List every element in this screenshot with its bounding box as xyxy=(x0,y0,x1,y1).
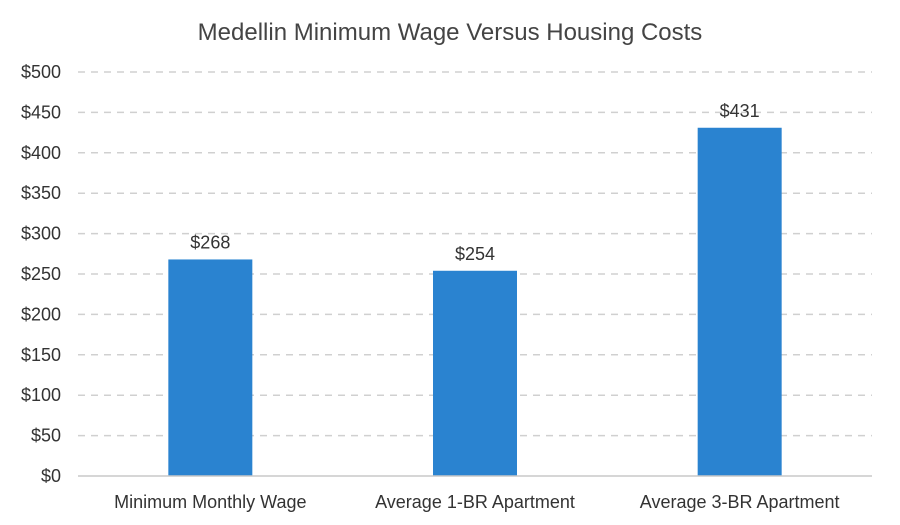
bars xyxy=(168,127,782,476)
y-tick-label: $100 xyxy=(21,385,61,405)
chart-title: Medellin Minimum Wage Versus Housing Cos… xyxy=(198,19,703,46)
y-axis-ticks: $0 $50 $100 $150 $200 $250 $300 $350 $400 $450 $50… xyxy=(21,62,61,486)
category-label: Average 3-BR Apartment xyxy=(640,492,840,512)
y-tick-label: $150 xyxy=(21,345,61,365)
y-tick-label: $300 xyxy=(21,224,61,244)
y-tick-label: $250 xyxy=(21,264,61,284)
data-label: $268 xyxy=(190,232,230,252)
y-tick-label: $350 xyxy=(21,183,61,203)
y-tick-label: $0 xyxy=(41,466,61,486)
y-tick-label: $50 xyxy=(31,426,61,446)
data-labels: $268 $254 $431 xyxy=(190,101,759,264)
y-tick-label: $450 xyxy=(21,102,61,122)
y-tick-label: $500 xyxy=(21,62,61,82)
bar xyxy=(168,259,253,476)
y-tick-label: $200 xyxy=(21,304,61,324)
category-label: Minimum Monthly Wage xyxy=(114,492,306,512)
bar xyxy=(697,127,782,476)
x-axis-categories: Minimum Monthly Wage Average 1-BR Apartme… xyxy=(114,492,839,512)
data-label: $431 xyxy=(720,101,760,121)
bar xyxy=(433,270,517,476)
category-label: Average 1-BR Apartment xyxy=(375,492,575,512)
data-label: $254 xyxy=(455,244,495,264)
y-tick-label: $400 xyxy=(21,143,61,163)
